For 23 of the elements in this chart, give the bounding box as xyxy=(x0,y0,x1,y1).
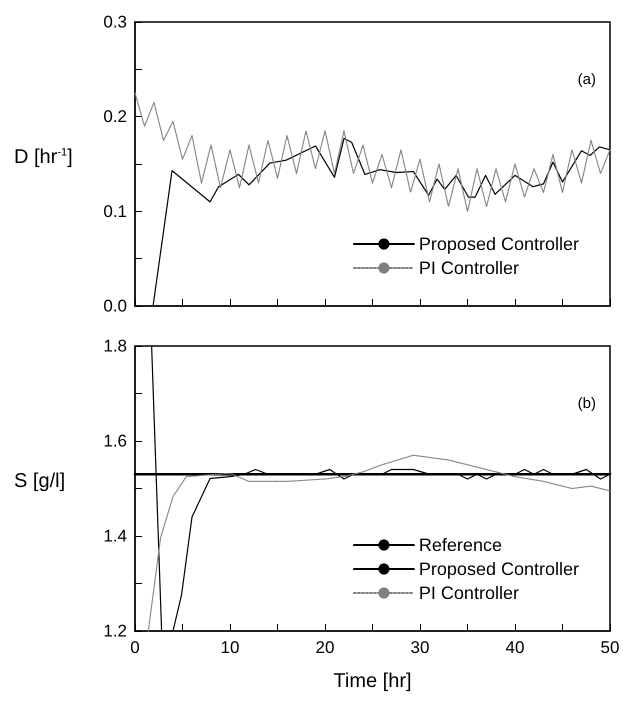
x-tick-label: 40 xyxy=(506,638,524,657)
y-axis-title: S [g/l] xyxy=(14,470,66,492)
legend-label: Reference xyxy=(418,535,502,555)
legend-label: PI Controller xyxy=(418,258,519,278)
y-tick-label: 0.0 xyxy=(103,296,127,316)
x-tick-label: 20 xyxy=(316,638,334,657)
legend-label: Proposed Controller xyxy=(418,559,580,579)
x-axis-title: Time [hr] xyxy=(333,670,412,692)
x-tick-label: 10 xyxy=(220,638,240,657)
y-tick-label: 1.8 xyxy=(103,336,127,356)
x-tick-label: 0 xyxy=(130,638,140,657)
annotation: (b) xyxy=(578,395,596,412)
legend-label: PI Controller xyxy=(418,583,519,603)
x-tick-label: 30 xyxy=(410,638,430,657)
x-tick-label: 50 xyxy=(600,638,620,657)
legend-label: Proposed Controller xyxy=(418,234,580,254)
y-tick-label: 0.1 xyxy=(103,202,127,221)
y-tick-label: 1.6 xyxy=(103,432,127,450)
annotation: (a) xyxy=(578,71,596,88)
y-tick-label: 0.3 xyxy=(103,12,127,32)
y-tick-label: 1.4 xyxy=(103,526,127,546)
y-tick-label: 1.2 xyxy=(103,622,127,640)
y-tick-label: 0.2 xyxy=(103,107,127,126)
